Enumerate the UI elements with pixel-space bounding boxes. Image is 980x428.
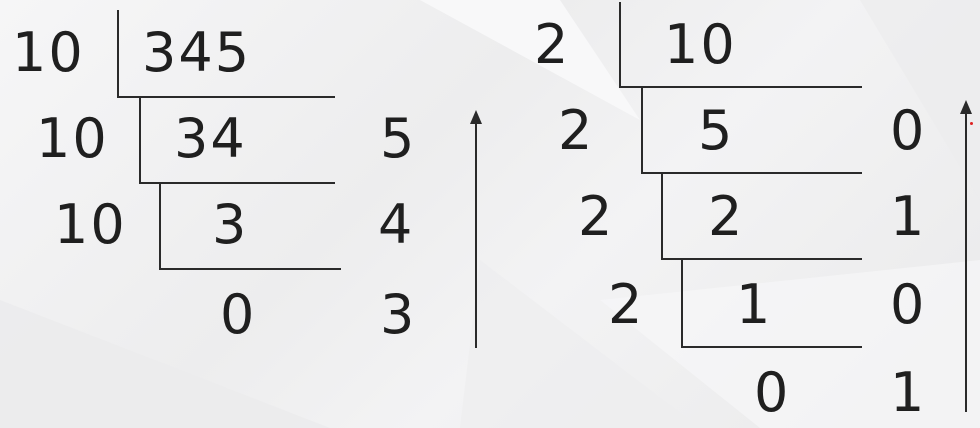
binary-bracket-vertical-1 bbox=[641, 86, 643, 174]
decimal-remainder-2: 4 bbox=[378, 193, 415, 256]
binary-dividend-4: 0 bbox=[754, 361, 791, 424]
decimal-remainder-1: 5 bbox=[380, 107, 417, 170]
decimal-bracket-vertical-2 bbox=[159, 182, 161, 270]
decimal-remainder-3: 3 bbox=[380, 283, 417, 346]
decimal-read-arrow-head bbox=[470, 110, 482, 124]
binary-read-arrow-shaft bbox=[965, 112, 967, 412]
binary-dividend-2: 2 bbox=[708, 185, 745, 248]
binary-bracket-vertical-0 bbox=[619, 2, 621, 88]
decimal-divisor-0: 10 bbox=[12, 21, 85, 84]
binary-bracket-vertical-3 bbox=[681, 260, 683, 348]
decimal-bracket-horizontal-1 bbox=[139, 182, 335, 184]
binary-dividend-0: 10 bbox=[664, 13, 737, 76]
binary-bracket-horizontal-1 bbox=[641, 172, 862, 174]
decimal-dividend-2: 3 bbox=[212, 193, 249, 256]
decimal-bracket-horizontal-2 bbox=[159, 268, 341, 270]
binary-remainder-3: 0 bbox=[890, 273, 927, 336]
decimal-bracket-vertical-0 bbox=[117, 10, 119, 98]
binary-read-arrow-head bbox=[960, 100, 972, 114]
binary-remainder-2: 1 bbox=[890, 185, 927, 248]
decimal-bracket-horizontal-0 bbox=[117, 96, 335, 98]
binary-divisor-3: 2 bbox=[608, 273, 645, 336]
decimal-dividend-0: 345 bbox=[142, 21, 252, 84]
decimal-dividend-3: 0 bbox=[220, 283, 257, 346]
binary-bracket-horizontal-0 bbox=[619, 86, 862, 88]
binary-divisor-2: 2 bbox=[578, 185, 615, 248]
binary-dividend-1: 5 bbox=[698, 99, 735, 162]
binary-dividend-3: 1 bbox=[736, 273, 773, 336]
binary-bracket-horizontal-2 bbox=[661, 258, 862, 260]
decimal-divisor-2: 10 bbox=[54, 193, 127, 256]
binary-bracket-horizontal-3 bbox=[681, 346, 862, 348]
binary-remainder-4: 1 bbox=[890, 361, 927, 424]
decimal-bracket-vertical-1 bbox=[139, 96, 141, 184]
decimal-dividend-1: 34 bbox=[174, 107, 247, 170]
decimal-divisor-1: 10 bbox=[36, 107, 109, 170]
binary-remainder-1: 0 bbox=[890, 99, 927, 162]
decimal-read-arrow-shaft bbox=[475, 122, 477, 348]
binary-bracket-vertical-2 bbox=[661, 172, 663, 260]
annotation-dot bbox=[970, 122, 973, 125]
binary-divisor-1: 2 bbox=[558, 99, 595, 162]
binary-divisor-0: 2 bbox=[534, 13, 571, 76]
